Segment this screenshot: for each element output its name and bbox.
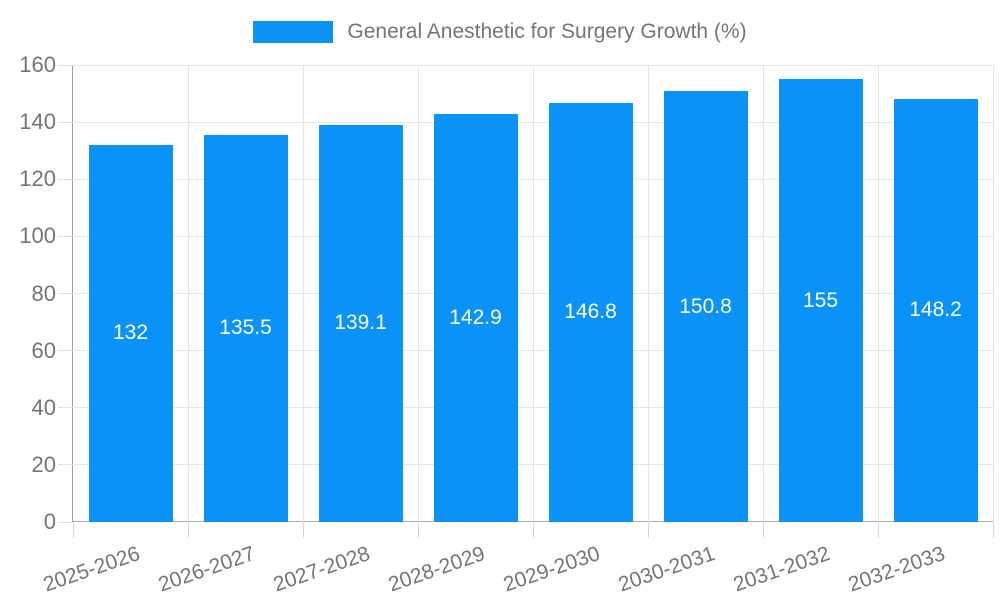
bar-value-label: 150.8 — [679, 294, 732, 318]
gridline — [417, 65, 419, 522]
x-tick-label: 2030-2031 — [615, 542, 718, 597]
bar[interactable]: 142.9 — [433, 113, 518, 522]
y-tick-label: 0 — [43, 509, 56, 534]
y-tick-label: 40 — [31, 394, 56, 420]
x-tick-mark — [992, 522, 994, 538]
gridline — [992, 65, 994, 522]
bar[interactable]: 132 — [88, 144, 173, 522]
y-tick-label: 120 — [19, 166, 56, 192]
x-tick-mark — [417, 522, 419, 538]
y-tick-label: 60 — [31, 337, 56, 363]
y-tick-mark — [58, 350, 73, 352]
gridline — [532, 65, 534, 522]
bar-value-label: 142.9 — [449, 305, 502, 329]
y-tick-mark — [58, 464, 73, 466]
y-tick-mark — [58, 121, 73, 123]
legend-label: General Anesthetic for Surgery Growth (%… — [347, 20, 747, 43]
y-tick-label: 100 — [19, 223, 56, 249]
x-tick-mark — [877, 522, 879, 538]
x-tick-mark — [302, 522, 304, 538]
x-tick-label: 2025-2026 — [40, 542, 143, 597]
bar[interactable]: 135.5 — [203, 134, 288, 522]
plot-area: 0 20 40 60 80 100 120 140 160 132 135.5 139.1 142.9 1… — [19, 53, 994, 596]
bar[interactable]: 150.8 — [663, 91, 748, 522]
x-tick-label: 2031-2032 — [730, 542, 833, 597]
x-tick-mark — [647, 522, 649, 538]
y-tick-mark — [58, 235, 73, 237]
legend-swatch — [253, 21, 334, 43]
y-tick-label: 80 — [31, 280, 56, 306]
y-tick-label: 140 — [19, 109, 56, 135]
gridline — [647, 65, 649, 522]
y-tick-mark — [58, 64, 73, 66]
bar-value-label: 132 — [112, 321, 149, 345]
bar-value-label: 135.5 — [219, 316, 272, 340]
bar-value-label: 155 — [802, 288, 839, 312]
bar-value-label: 146.8 — [564, 300, 617, 324]
x-tick-label: 2028-2029 — [385, 542, 488, 597]
y-tick-mark — [58, 521, 73, 523]
gridline — [187, 65, 189, 522]
y-tick-mark — [58, 407, 73, 409]
y-tick-label: 160 — [19, 52, 56, 77]
x-tick-mark — [532, 522, 534, 538]
y-tick-mark — [58, 178, 73, 180]
x-tick-mark — [72, 522, 74, 538]
bar-value-label: 139.1 — [334, 311, 387, 335]
y-tick-label: 20 — [31, 451, 56, 477]
x-tick-mark — [762, 522, 764, 538]
x-tick-mark — [187, 522, 189, 538]
x-tick-label: 2029-2030 — [500, 542, 603, 597]
gridline — [762, 65, 764, 522]
bar-value-label: 148.2 — [909, 298, 962, 322]
bar[interactable]: 139.1 — [318, 124, 403, 522]
bar[interactable]: 155 — [778, 79, 863, 522]
y-tick-mark — [58, 293, 73, 294]
bar[interactable]: 148.2 — [893, 98, 978, 522]
bar[interactable]: 146.8 — [548, 102, 633, 522]
x-tick-label: 2026-2027 — [155, 542, 258, 597]
gridline — [302, 65, 304, 522]
x-tick-label: 2027-2028 — [270, 542, 373, 597]
x-tick-label: 2032-2033 — [845, 542, 948, 597]
gridline — [877, 65, 879, 522]
legend: General Anesthetic for Surgery Growth (%… — [0, 20, 1000, 44]
